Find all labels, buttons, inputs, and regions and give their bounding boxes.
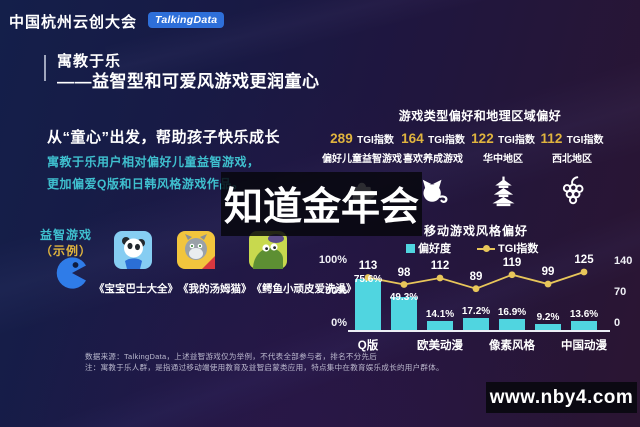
right-axis-tick: 0 xyxy=(614,317,621,329)
stat-value: 122 xyxy=(471,131,494,146)
chart-title: 移动游戏风格偏好 xyxy=(424,224,529,238)
chart-bar xyxy=(427,320,453,330)
bar-value-label: 17.2% xyxy=(461,306,491,318)
chart-bar xyxy=(571,320,597,330)
event-brand: 中国杭州云创大会 xyxy=(9,14,138,31)
tgi-value-label: 113 xyxy=(358,259,378,272)
line-legend-marker xyxy=(477,244,495,253)
slide-title-line1: 寓教于乐 xyxy=(57,53,122,70)
bar-legend-swatch xyxy=(406,243,415,253)
pagoda-icon xyxy=(461,173,545,214)
watermark-band: 知道金年会 xyxy=(221,172,422,236)
tgi-value-label: 89 xyxy=(469,270,483,283)
slide-title-line2: ——益智型和可爱风游戏更润童心 xyxy=(57,72,320,91)
footnote-source: 数据来源：TalkingData，上述益智游戏仅为举例，不代表全部参与者，排名不… xyxy=(85,352,378,361)
stat-suffix: TGI指数 xyxy=(566,135,604,146)
babybus-app-icon xyxy=(114,231,152,269)
tgi-point xyxy=(436,274,444,282)
stat-suffix: TGI指数 xyxy=(357,135,394,146)
stat-value: 289 xyxy=(330,131,353,146)
stat-label: 华中地区 xyxy=(483,154,523,165)
bar-value-label: 16.9% xyxy=(497,306,527,318)
bar-value-label: 9.2% xyxy=(536,311,560,323)
x-axis-label: 像素风格 xyxy=(489,340,535,352)
bar-value-label: 49.3% xyxy=(389,291,419,303)
footnote-definition: 注：寓教于乐人群，是指通过移动端使用教育及益智启蒙类应用，特点集中在教育娱乐成长… xyxy=(85,363,444,372)
tgi-point xyxy=(400,281,408,288)
app-caption: 《宝宝巴士大全》 xyxy=(94,283,178,295)
talkingdata-logo: TalkingData xyxy=(148,12,225,28)
bar-value-label: 75.6% xyxy=(353,274,383,286)
title-accent-bar xyxy=(44,55,46,81)
chart-bar xyxy=(391,296,417,330)
left-axis-tick: 0% xyxy=(331,317,347,329)
tgi-value-label: 119 xyxy=(502,256,522,269)
intro-text-line: 寓教于乐用户相对偏好儿童益智游戏， xyxy=(47,155,260,169)
x-axis-label: 欧美动漫 xyxy=(417,340,463,352)
footer-watermark-band: www.nby4.com xyxy=(486,382,637,413)
stat-suffix: TGI指数 xyxy=(498,135,535,146)
line-legend-label: TGI指数 xyxy=(498,243,539,255)
tgi-point xyxy=(580,268,588,276)
left-axis-tick: 100% xyxy=(318,254,347,266)
tgi-point xyxy=(508,271,516,279)
stat-card-northwest-region: 112 TGI指数 西北地区 xyxy=(530,130,614,214)
footer-url-text: www.nby4.com xyxy=(489,386,634,408)
tgi-point xyxy=(544,280,552,288)
chart-bar xyxy=(535,323,561,330)
stat-card-central-region: 122 TGI指数 华中地区 xyxy=(461,130,545,214)
x-axis-label: 中国动漫 xyxy=(561,340,607,352)
right-axis-tick: 140 xyxy=(614,255,633,267)
x-axis-line xyxy=(348,330,610,332)
bar-legend-label: 偏好度 xyxy=(418,243,451,255)
chart-legend: 偏好度 TGI指数 xyxy=(406,240,538,256)
stats-panel-heading: 游戏类型偏好和地理区域偏好 xyxy=(398,109,562,123)
tgi-value-label: 112 xyxy=(430,260,450,272)
examples-label-line2: （示例） xyxy=(40,244,93,258)
section-heading: 从“童心”出发，帮助孩子快乐成长 xyxy=(47,129,281,146)
tgi-point xyxy=(472,285,480,293)
right-axis-tick: 70 xyxy=(614,286,627,298)
chart-plot: 0% 50% 100% 0 70 140 75.6% Q版 49.3% 14.1% 欧美… xyxy=(315,253,637,355)
tgi-point xyxy=(364,274,372,281)
stat-value: 164 xyxy=(401,131,424,146)
tgi-value-label: 99 xyxy=(541,266,555,279)
bar-value-label: 13.6% xyxy=(569,308,599,320)
pacman-icon xyxy=(56,257,88,289)
grapes-icon xyxy=(530,173,614,214)
cat-icon xyxy=(391,173,475,214)
stat-value: 112 xyxy=(540,131,563,146)
app-caption: 《鳄鱼小顽皮爱洗澡》 xyxy=(251,283,357,295)
stat-suffix: TGI指数 xyxy=(428,135,465,146)
tgi-value-label: 125 xyxy=(574,253,594,266)
tgi-value-label: 98 xyxy=(397,266,411,279)
chart-bar xyxy=(499,318,525,330)
stat-card-nurture-games: 164 TGI指数 喜欢养成游戏 xyxy=(391,130,475,214)
chart-bar xyxy=(355,279,381,330)
app-caption: 《我的汤姆猫》 xyxy=(178,283,252,295)
crocodile-app-icon xyxy=(249,231,287,269)
stat-label: 偏好儿童益智游戏 xyxy=(322,154,402,165)
chart-bar xyxy=(463,318,489,330)
intro-text-line: 更加偏爱Q版和日韩风格游戏作品。 xyxy=(47,177,245,191)
talking-tom-app-icon xyxy=(177,231,215,269)
examples-label-line1: 益智游戏 xyxy=(40,228,93,242)
stat-label: 喜欢养成游戏 xyxy=(403,154,463,165)
stat-label: 西北地区 xyxy=(552,154,592,165)
watermark-text: 知道金年会 xyxy=(223,186,419,229)
x-axis-label: Q版 xyxy=(357,340,379,352)
bar-value-label: 14.1% xyxy=(425,308,455,320)
left-axis-tick: 50% xyxy=(324,285,347,297)
app-captions: 《宝宝巴士大全》 《我的汤姆猫》 《鳄鱼小顽皮爱洗澡》 xyxy=(94,281,357,296)
tgi-line-series xyxy=(364,268,588,293)
